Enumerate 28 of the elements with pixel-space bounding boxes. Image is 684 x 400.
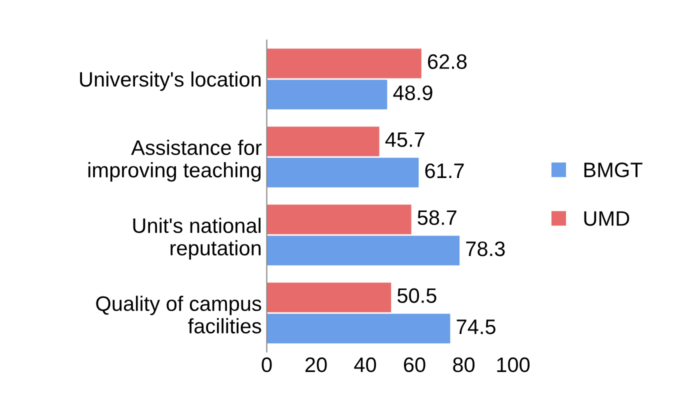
bar <box>266 204 412 234</box>
bar <box>266 48 422 78</box>
bar <box>266 158 419 188</box>
x-tick-label: 60 <box>404 357 426 372</box>
data-label: 74.5 <box>456 320 496 334</box>
bar <box>266 314 450 344</box>
y-tick-label: Quality of campus facilities <box>96 296 262 334</box>
x-tick-label: 0 <box>262 357 272 372</box>
x-tick-label: 20 <box>305 357 327 372</box>
bar <box>266 80 388 110</box>
bar <box>266 236 460 266</box>
legend-label: BMGT <box>584 162 642 178</box>
x-tick-label: 80 <box>453 357 475 372</box>
data-label: 48.9 <box>393 85 432 100</box>
data-label: 50.5 <box>398 288 436 303</box>
bar <box>266 282 392 312</box>
bar <box>266 126 380 156</box>
y-tick-label: Assistance for improving teaching <box>88 140 262 182</box>
legend-label: UMD <box>584 211 630 226</box>
x-tick-label: 100 <box>497 357 530 372</box>
data-label: 45.7 <box>385 132 424 147</box>
x-tick-label: 40 <box>354 357 376 372</box>
data-label: 58.7 <box>418 210 456 225</box>
data-label: 61.7 <box>425 163 464 178</box>
y-tick-label: Unit's national reputation <box>133 218 261 260</box>
y-tick-label: University's location <box>80 71 261 91</box>
data-label: 78.3 <box>466 241 505 256</box>
data-label: 62.8 <box>428 54 467 69</box>
